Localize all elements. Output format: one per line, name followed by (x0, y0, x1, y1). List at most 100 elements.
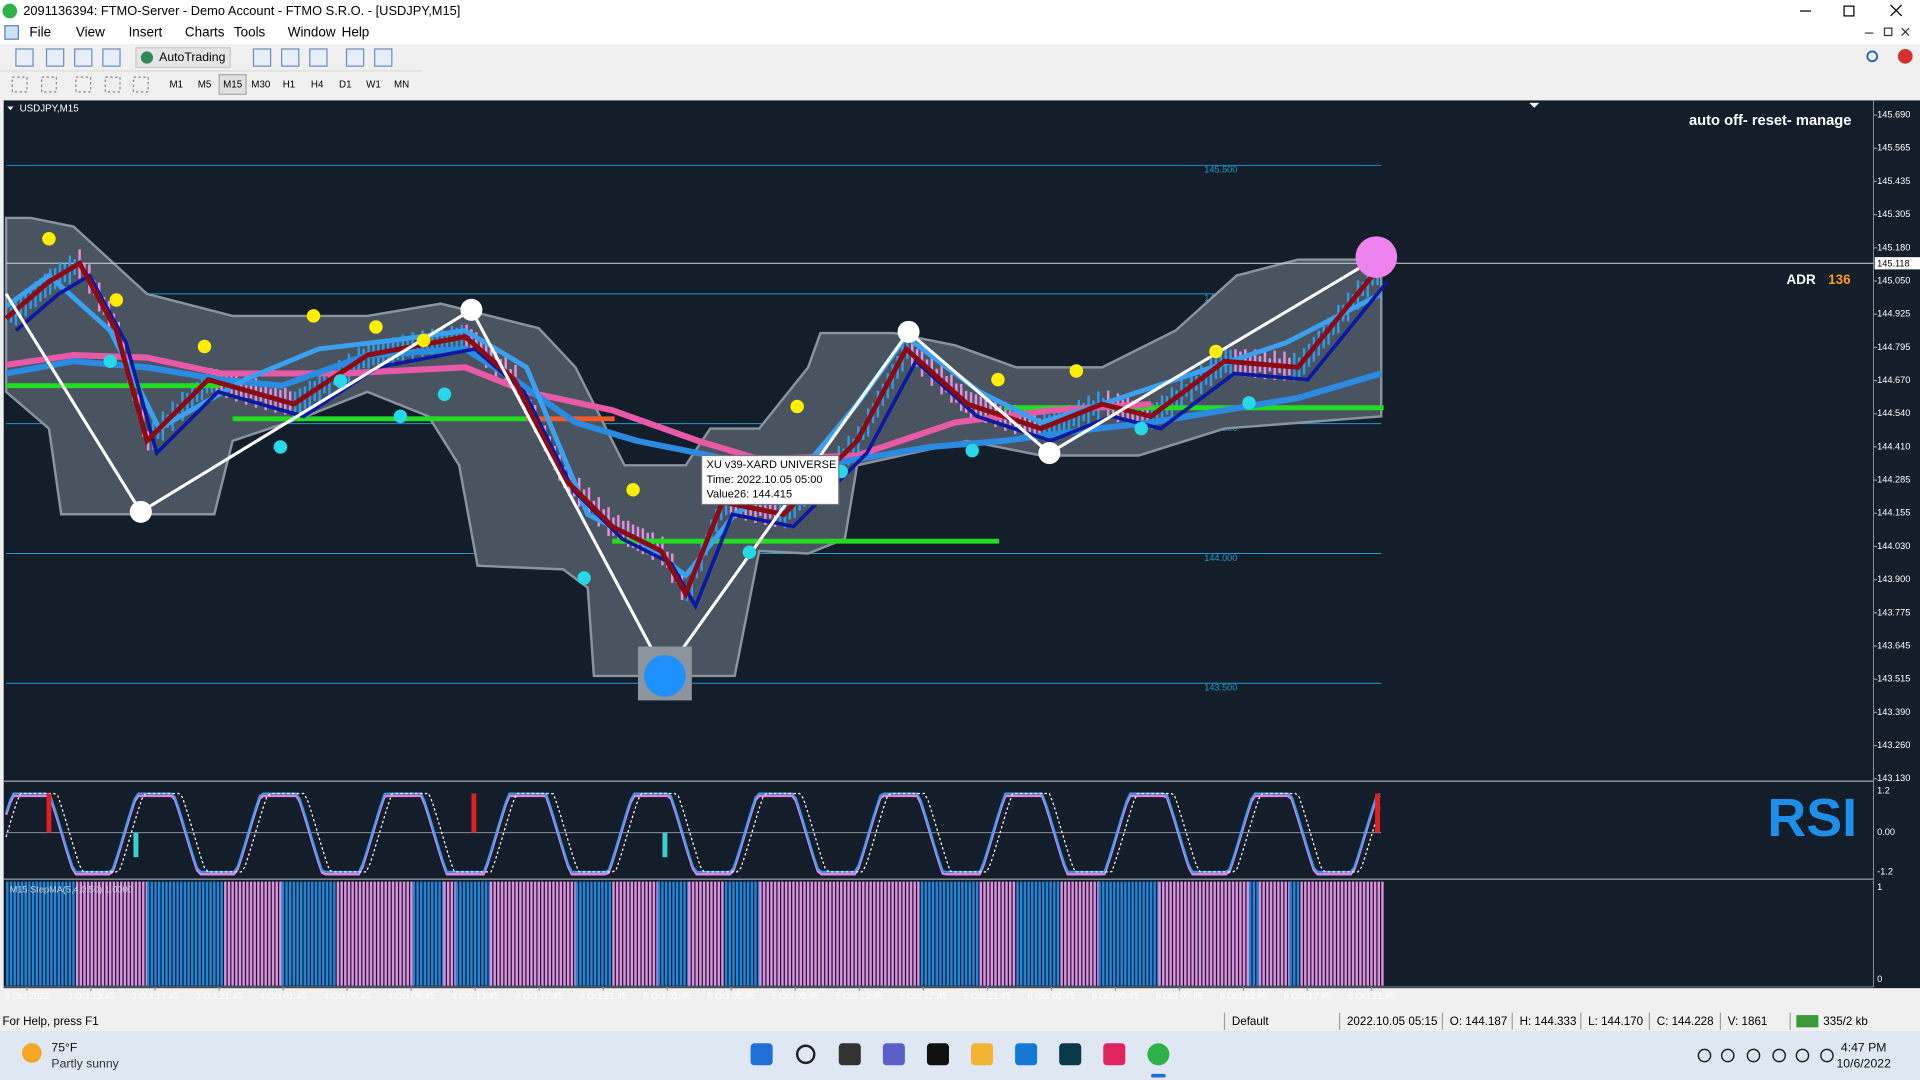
stepma-bar (120, 881, 123, 986)
tool-button[interactable] (252, 48, 272, 67)
rsi-pink (4, 794, 1381, 876)
draw-tool[interactable] (41, 76, 57, 93)
time-label: 4 Oct 09:45 (387, 991, 434, 1001)
stepma-bar (1322, 881, 1325, 986)
tool-button[interactable] (345, 48, 365, 67)
tool-button[interactable] (45, 48, 65, 67)
signal-dot-top (197, 339, 212, 354)
stepma-bar (590, 881, 593, 986)
stepma-bar (1001, 881, 1005, 986)
stepma-bar (1102, 881, 1105, 986)
timeframe-button[interactable]: H4 (311, 80, 324, 91)
timeframe-button[interactable]: M1 (170, 80, 184, 91)
stepma-bar (1038, 881, 1041, 986)
price-tick-label: 145.050 (1877, 275, 1910, 285)
clock-time: 4:47 PM (1841, 1040, 1887, 1054)
stepma-bar (1248, 881, 1252, 986)
tray-icon[interactable] (1795, 1048, 1810, 1063)
time-label: 4 Oct 05:45 (323, 991, 370, 1001)
taskbar-app[interactable] (1059, 1043, 1082, 1066)
stepma-bar (17, 881, 20, 986)
price-tick-label: 144.410 (1877, 441, 1910, 451)
tool-button[interactable] (15, 48, 34, 67)
menu-item[interactable]: View (76, 25, 105, 40)
price-tick-label: 144.030 (1877, 541, 1910, 551)
signal-dot-bottom (1134, 421, 1148, 436)
stepma-bar (961, 881, 964, 986)
autotrading-button[interactable] (135, 47, 231, 68)
timeframe-button[interactable]: W1 (366, 80, 381, 91)
stepma-bar (559, 881, 563, 986)
controls-label[interactable]: auto off- reset- manage (1689, 113, 1851, 129)
timeframe-button[interactable]: H1 (283, 80, 296, 91)
taskbar-app[interactable] (795, 1044, 816, 1065)
stepma-bar (75, 881, 79, 986)
taskbar-app[interactable] (750, 1043, 773, 1066)
stepma-bar (46, 881, 49, 986)
stepma-bar (303, 881, 307, 986)
taskbar-app[interactable] (1015, 1043, 1038, 1066)
stepma-bar (847, 881, 850, 986)
stepma-bar (657, 881, 661, 986)
stepma-bar (983, 881, 986, 986)
taskbar-app[interactable] (971, 1043, 994, 1066)
menu-item[interactable]: File (29, 25, 51, 40)
tool-button[interactable] (374, 48, 393, 67)
stepma-bar (597, 881, 601, 986)
stepma-bar (997, 881, 1001, 986)
tool-button[interactable] (74, 48, 93, 67)
taskbar-app[interactable] (1147, 1043, 1170, 1066)
tray-icon[interactable] (1697, 1048, 1712, 1063)
stepma-bar (484, 881, 488, 986)
stepma-bar (1304, 881, 1307, 986)
timeframe-button[interactable]: M30 (251, 80, 271, 91)
taskbar-app[interactable] (926, 1043, 949, 1066)
taskbar-app[interactable] (1103, 1043, 1126, 1066)
stepma-bar (224, 881, 227, 986)
close[interactable] (1890, 4, 1903, 17)
stepma-bar (473, 881, 477, 986)
draw-tool[interactable] (104, 76, 121, 93)
search-icon[interactable] (1866, 50, 1879, 63)
stepma-bar (515, 881, 518, 986)
stepma-bar (410, 881, 413, 986)
stepma-bar (134, 881, 138, 986)
stepma-bar (209, 881, 212, 986)
stepma-bar (1351, 881, 1355, 986)
stepma-bar (347, 881, 351, 986)
tray-icon[interactable] (1820, 1048, 1834, 1063)
autotrading-icon (140, 51, 154, 64)
tool-button[interactable] (102, 48, 121, 67)
tool-button[interactable] (281, 48, 300, 67)
rsi-spike (133, 832, 139, 858)
menu-item[interactable]: Help (342, 25, 370, 40)
taskbar-app[interactable] (882, 1043, 905, 1066)
tray-icon[interactable] (1772, 1048, 1787, 1063)
timeframe-button[interactable]: D1 (339, 80, 352, 91)
timeframe-button[interactable]: MN (394, 80, 409, 91)
menu-item[interactable]: Charts (185, 25, 225, 40)
menu-item[interactable]: Window (288, 25, 336, 40)
stepma-bar (750, 881, 754, 986)
menu-item[interactable]: Tools (234, 25, 266, 40)
tool-button[interactable] (309, 48, 328, 67)
stepma-bar (1138, 881, 1142, 986)
stepma-bar (854, 881, 858, 986)
stepma-bar (79, 881, 83, 986)
tray-icon[interactable] (1720, 1048, 1735, 1063)
stepma-bar (906, 881, 909, 986)
stepma-bar (20, 881, 24, 986)
restore[interactable] (1843, 5, 1855, 17)
tray-icon[interactable] (1746, 1048, 1761, 1063)
menu-item[interactable]: Insert (129, 25, 163, 40)
mdi-controls[interactable] (1864, 27, 1910, 37)
stepma-bar (1206, 881, 1209, 986)
timeframe-button[interactable]: M5 (198, 80, 212, 91)
draw-tool[interactable] (11, 76, 28, 93)
stepma-bar (450, 881, 454, 986)
draw-tool[interactable] (75, 76, 92, 93)
timeframe-button[interactable]: M15 (223, 80, 243, 91)
taskbar-app[interactable] (838, 1043, 861, 1066)
stepma-bar (1056, 881, 1060, 986)
notification-badge[interactable] (1897, 48, 1913, 64)
